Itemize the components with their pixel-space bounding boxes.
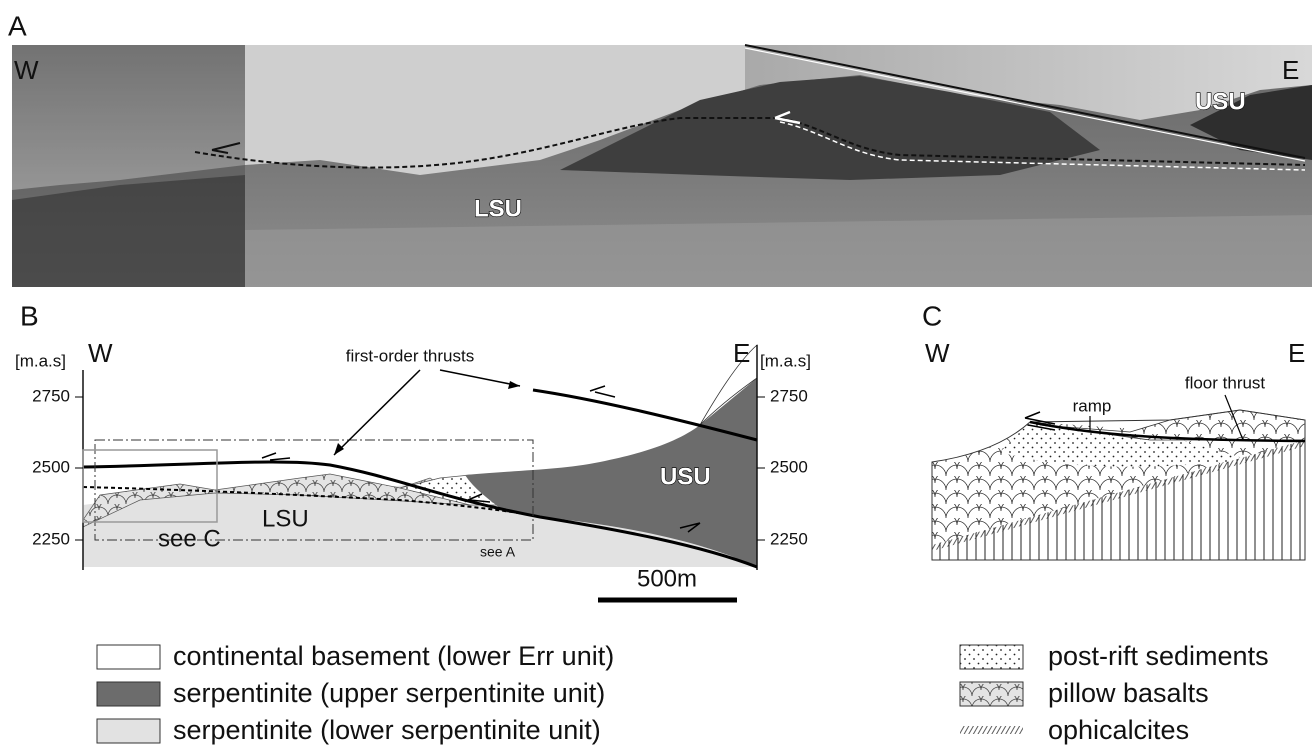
annotation: ramp (1073, 396, 1112, 415)
reference-label: see A (480, 544, 516, 560)
annotation: first-order thrusts (346, 346, 474, 365)
legend-label: serpentinite (lower serpentinite unit) (173, 715, 601, 745)
reference-label: see C (158, 525, 221, 552)
legend-label: pillow basalts (1048, 678, 1209, 708)
direction-west: W (14, 55, 39, 85)
legend-label: ophicalcites (1048, 715, 1189, 745)
direction-east: E (1282, 55, 1299, 85)
panel-label: B (20, 300, 39, 331)
axis-title: [m.a.s] (760, 351, 811, 370)
elevation-labels: 2750 2500 2250 2750 2500 2250 (32, 386, 808, 548)
cross-section (75, 344, 765, 603)
legend (96, 644, 1024, 744)
direction-east: E (733, 338, 750, 368)
unit-label: USU (1195, 88, 1246, 115)
panel-label: A (8, 10, 27, 41)
panel-label: C (922, 300, 942, 331)
direction-east: E (1288, 338, 1305, 368)
legend-labels: continental basement (lower Err unit) ser… (173, 641, 1269, 745)
unit-label: LSU (262, 505, 309, 532)
axis-title: [m.a.s] (15, 351, 66, 370)
elevation-label: 2750 (32, 386, 70, 405)
elevation-label: 2500 (32, 457, 70, 476)
legend-label: continental basement (lower Err unit) (173, 641, 614, 671)
elevation-label: 2750 (770, 386, 808, 405)
legend-label: serpentinite (upper serpentinite unit) (173, 678, 605, 708)
direction-west: W (88, 338, 113, 368)
unit-label: USU (660, 463, 711, 490)
annotation: floor thrust (1185, 373, 1266, 392)
scale-bar-label: 500m (637, 565, 697, 592)
elevation-label: 2500 (770, 457, 808, 476)
unit-label: LSU (474, 195, 522, 222)
detail-section (931, 394, 1306, 561)
elevation-label: 2250 (32, 529, 70, 548)
elevation-label: 2250 (770, 529, 808, 548)
legend-label: post-rift sediments (1048, 641, 1269, 671)
photo (12, 44, 1312, 287)
direction-west: W (925, 338, 950, 368)
